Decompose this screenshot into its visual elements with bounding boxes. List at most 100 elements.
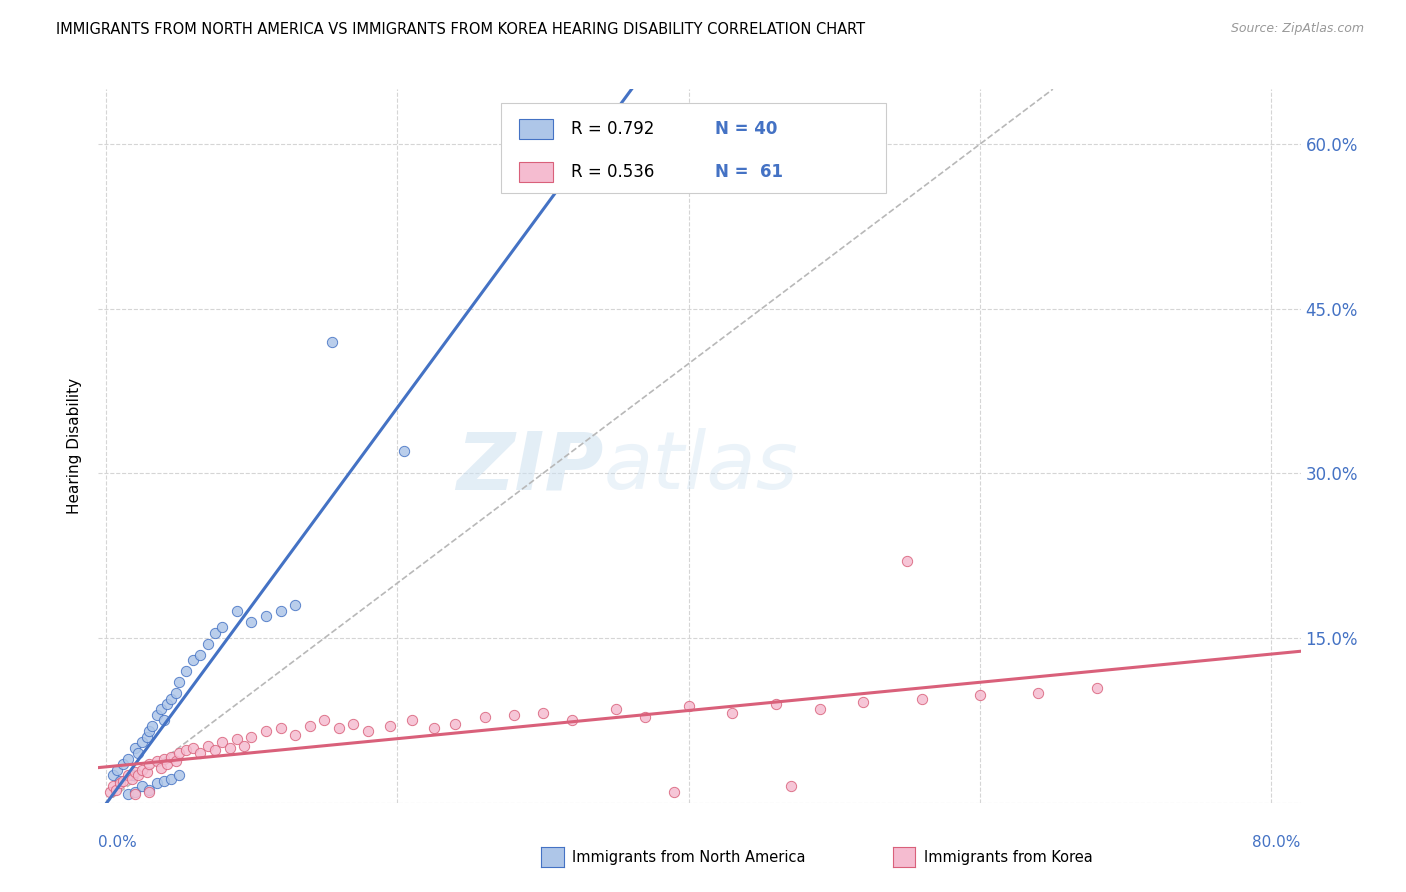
Point <box>153 773 176 788</box>
Point <box>127 768 149 782</box>
Point <box>145 708 167 723</box>
Point <box>190 747 212 761</box>
Point <box>121 768 143 782</box>
Point <box>211 735 233 749</box>
Point <box>474 710 496 724</box>
Point <box>121 772 143 786</box>
Point <box>156 757 179 772</box>
Point <box>141 719 163 733</box>
Point <box>502 708 524 723</box>
Point <box>124 787 146 801</box>
Point <box>270 721 292 735</box>
Point <box>233 739 256 753</box>
Text: 80.0%: 80.0% <box>1253 835 1301 850</box>
Point <box>721 706 744 720</box>
Point <box>135 730 157 744</box>
Point <box>254 724 277 739</box>
Point <box>401 714 423 728</box>
Point <box>225 732 247 747</box>
Point <box>284 598 307 612</box>
Point <box>181 740 204 755</box>
Point <box>131 735 153 749</box>
Point <box>153 752 176 766</box>
Point <box>218 740 240 755</box>
Point <box>104 782 127 797</box>
Point <box>117 768 139 782</box>
Point <box>160 691 183 706</box>
Point <box>765 697 787 711</box>
Point <box>105 763 128 777</box>
Point <box>531 706 554 720</box>
Point <box>124 785 146 799</box>
Point <box>101 780 124 794</box>
Point <box>110 776 132 790</box>
Point <box>240 730 263 744</box>
Point <box>190 648 212 662</box>
Point <box>167 768 190 782</box>
Y-axis label: Hearing Disability: Hearing Disability <box>67 378 83 514</box>
Point <box>124 765 146 780</box>
Point <box>165 754 187 768</box>
Point <box>422 721 444 735</box>
Point <box>378 719 401 733</box>
Point <box>150 761 173 775</box>
Point <box>225 604 247 618</box>
Point <box>145 754 167 768</box>
Point <box>110 773 132 788</box>
Point <box>211 620 233 634</box>
Point <box>127 747 149 761</box>
Point <box>779 780 801 794</box>
Point <box>240 615 263 629</box>
Text: ZIP: ZIP <box>456 428 603 507</box>
Point <box>254 609 277 624</box>
Point <box>561 714 583 728</box>
Point <box>165 686 187 700</box>
Point <box>678 699 700 714</box>
Text: R = 0.792: R = 0.792 <box>571 120 654 138</box>
Point <box>911 691 934 706</box>
Point <box>328 721 350 735</box>
Point <box>896 554 918 568</box>
Point <box>270 604 292 618</box>
Point <box>662 785 685 799</box>
Point <box>284 728 307 742</box>
Point <box>444 716 467 731</box>
Point <box>394 444 416 458</box>
Point <box>634 710 657 724</box>
FancyBboxPatch shape <box>501 103 886 193</box>
Point <box>167 675 190 690</box>
Point <box>204 625 226 640</box>
Point <box>98 785 121 799</box>
Point <box>314 714 336 728</box>
Text: R = 0.536: R = 0.536 <box>571 163 654 181</box>
Point <box>1026 686 1049 700</box>
Point <box>160 772 183 786</box>
Text: N = 40: N = 40 <box>716 120 778 138</box>
Point <box>112 773 135 788</box>
Text: IMMIGRANTS FROM NORTH AMERICA VS IMMIGRANTS FROM KOREA HEARING DISABILITY CORREL: IMMIGRANTS FROM NORTH AMERICA VS IMMIGRA… <box>56 22 865 37</box>
Point <box>852 695 875 709</box>
Point <box>117 752 139 766</box>
Point <box>174 664 197 678</box>
Point <box>174 743 197 757</box>
Point <box>138 782 160 797</box>
Bar <box>519 162 553 182</box>
Point <box>135 765 157 780</box>
Text: atlas: atlas <box>603 428 799 507</box>
Point <box>117 787 139 801</box>
Text: Immigrants from North America: Immigrants from North America <box>572 850 806 864</box>
Point <box>321 334 343 349</box>
Point <box>101 768 124 782</box>
Point <box>131 763 153 777</box>
Point <box>131 780 153 794</box>
Text: Immigrants from Korea: Immigrants from Korea <box>924 850 1092 864</box>
Point <box>969 688 991 702</box>
Point <box>124 740 146 755</box>
Bar <box>519 120 553 139</box>
Point <box>181 653 204 667</box>
Point <box>145 776 167 790</box>
Point <box>357 724 380 739</box>
Point <box>167 747 190 761</box>
Point <box>138 757 160 772</box>
Point <box>138 785 160 799</box>
